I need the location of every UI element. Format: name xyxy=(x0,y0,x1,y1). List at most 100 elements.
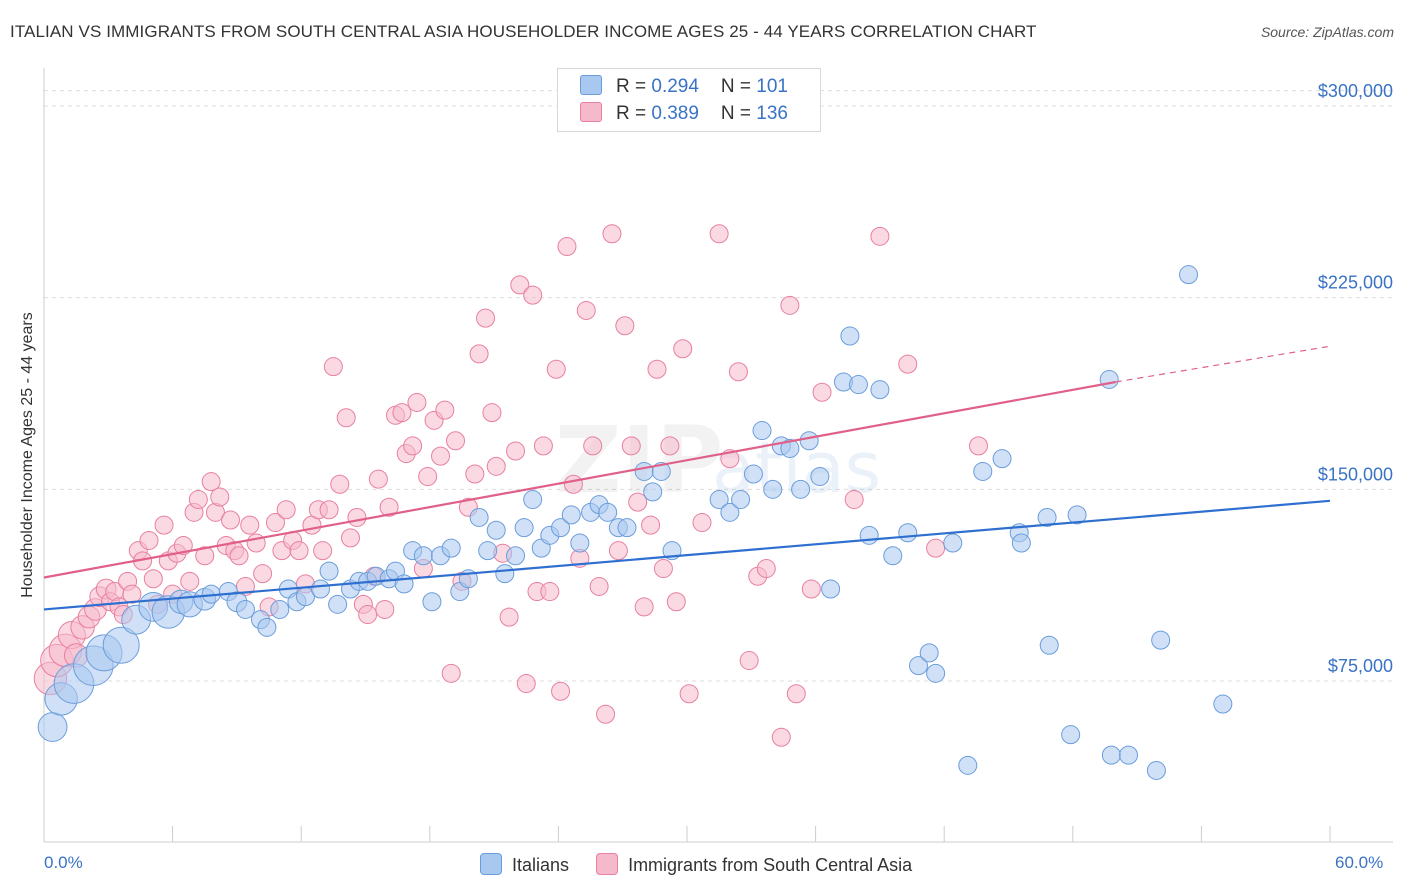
x-tick-label-max: 60.0% xyxy=(1335,853,1384,872)
immigrant-point xyxy=(576,300,596,320)
italian-point xyxy=(328,594,348,614)
immigrant-point xyxy=(563,474,583,494)
immigrant-trend-extension xyxy=(1115,345,1331,383)
italian-point xyxy=(102,626,140,664)
italian-point xyxy=(1213,694,1233,714)
immigrant-point xyxy=(780,295,800,315)
immigrant-point xyxy=(446,431,466,451)
italian-point xyxy=(898,523,918,543)
series-legend: Italians Immigrants from South Central A… xyxy=(480,853,934,876)
italian-point xyxy=(570,533,590,553)
italian-point xyxy=(992,449,1012,469)
italian-point xyxy=(478,541,498,561)
immigrant-point xyxy=(220,510,240,530)
immigrant-point xyxy=(392,403,412,423)
immigrant-point xyxy=(188,490,208,510)
immigrant-point xyxy=(870,226,890,246)
legend-swatch-blue xyxy=(480,853,502,875)
immigrant-point xyxy=(660,436,680,456)
italian-point xyxy=(926,663,946,683)
italian-point xyxy=(422,592,442,612)
italian-point xyxy=(310,579,330,599)
legend-swatch-blue xyxy=(580,75,602,95)
italian-point xyxy=(763,479,783,499)
italian-point xyxy=(319,561,339,581)
immigrant-point xyxy=(441,663,461,683)
italian-point xyxy=(791,479,811,499)
italian-point xyxy=(883,546,903,566)
immigrant-point xyxy=(486,456,506,476)
immigrant-point xyxy=(540,582,560,602)
italian-point xyxy=(469,507,489,527)
italian-point xyxy=(561,505,581,525)
immigrant-point xyxy=(336,408,356,428)
immigrant-point xyxy=(602,224,622,244)
immigrant-point xyxy=(506,441,526,461)
immigrant-point xyxy=(926,538,946,558)
italian-point xyxy=(859,525,879,545)
y-tick-label: $300,000 xyxy=(1318,81,1393,101)
italian-point xyxy=(257,617,277,637)
italian-point xyxy=(799,431,819,451)
legend-r-label: R = xyxy=(616,76,652,97)
italian-point xyxy=(752,421,772,441)
immigrant-point xyxy=(240,515,260,535)
immigrant-point xyxy=(358,605,378,625)
legend-label-immigrants: Immigrants from South Central Asia xyxy=(628,855,913,875)
y-tick-label: $225,000 xyxy=(1318,273,1393,293)
italian-point xyxy=(651,461,671,481)
italian-point xyxy=(551,518,571,538)
immigrant-point xyxy=(728,362,748,382)
immigrant-point xyxy=(313,541,333,561)
italian-point xyxy=(821,579,841,599)
immigrant-point xyxy=(368,469,388,489)
italian-point xyxy=(441,538,461,558)
italian-point xyxy=(908,656,928,676)
immigrant-point xyxy=(812,382,832,402)
italian-point xyxy=(235,599,255,619)
italian-trend-line xyxy=(43,499,1331,611)
italian-point xyxy=(709,490,729,510)
immigrant-point xyxy=(533,436,553,456)
italian-point xyxy=(1179,265,1199,285)
legend-swatch-pink xyxy=(580,102,602,122)
italian-point xyxy=(1037,507,1057,527)
source-label: Source: ZipAtlas.com xyxy=(1260,24,1394,40)
italian-point xyxy=(1099,369,1119,389)
legend-item-immigrants: Immigrants from South Central Asia xyxy=(596,853,912,876)
immigrant-point xyxy=(235,576,255,596)
italian-point xyxy=(1101,745,1121,765)
immigrant-point xyxy=(771,727,791,747)
immigrant-point xyxy=(653,559,673,579)
immigrant-point xyxy=(347,507,367,527)
italian-point xyxy=(943,533,963,553)
immigrant-point xyxy=(647,359,667,379)
immigrant-point xyxy=(418,467,438,487)
immigrant-point xyxy=(407,392,427,412)
immigrant-point xyxy=(276,500,296,520)
immigrant-point xyxy=(786,684,806,704)
legend-row-immigrants: R = 0.389 N = 136 xyxy=(580,102,788,125)
immigrant-point xyxy=(510,275,530,295)
immigrant-point xyxy=(469,344,489,364)
italian-point xyxy=(848,375,868,395)
immigrant-point xyxy=(739,651,759,671)
italian-point xyxy=(840,326,860,346)
immigrant-point xyxy=(523,285,543,305)
immigrant-point xyxy=(679,684,699,704)
legend-n-label: N = xyxy=(720,76,757,97)
legend-r-label: R = xyxy=(616,103,652,124)
immigrant-point xyxy=(634,597,654,617)
legend-item-italians: Italians xyxy=(480,853,569,876)
immigrant-point xyxy=(180,571,200,591)
immigrant-point xyxy=(673,339,693,359)
italian-point xyxy=(598,502,618,522)
legend-r-value: 0.294 xyxy=(651,76,699,97)
italian-point xyxy=(634,461,654,481)
italian-point xyxy=(486,520,506,540)
immigrant-point xyxy=(210,487,230,507)
immigrant-point xyxy=(608,541,628,561)
stats-legend: R = 0.294 N = 101 R = 0.389 N = 136 xyxy=(557,68,821,132)
italian-point xyxy=(1151,630,1171,650)
italian-point xyxy=(506,546,526,566)
